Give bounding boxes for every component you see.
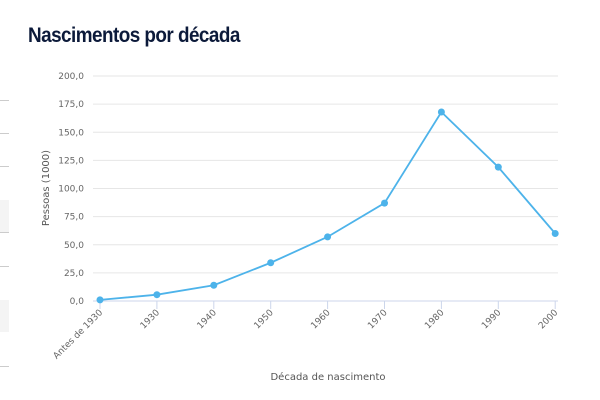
x-tick-label: 1950 (253, 308, 276, 331)
data-point (437, 108, 445, 116)
data-point (324, 233, 332, 241)
x-tick-label: 1940 (196, 308, 219, 331)
x-tick-label: 1970 (366, 308, 389, 331)
y-tick-label: 125,0 (58, 156, 84, 166)
chart-title: Nascimentos por década (28, 24, 240, 47)
x-tick-label: Antes de 1930 (52, 308, 106, 362)
x-tick-label: 1930 (139, 308, 162, 331)
data-point (494, 163, 502, 171)
series-line (99, 110, 556, 301)
data-point (96, 296, 104, 304)
x-tick-label: 2000 (537, 308, 560, 331)
data-point (153, 291, 161, 299)
y-tick-label: 175,0 (58, 100, 84, 110)
x-tick-label: 1960 (309, 308, 332, 331)
data-point (551, 230, 559, 237)
y-tick-label: 75,0 (64, 213, 84, 223)
y-tick-label: 0,0 (70, 297, 85, 307)
data-point (267, 259, 275, 267)
y-tick-label: 150,0 (58, 128, 84, 138)
y-tick-label: 25,0 (64, 269, 84, 279)
data-point (210, 281, 218, 289)
x-tick-label: 1980 (423, 308, 446, 331)
x-tick-label: 1990 (480, 308, 503, 331)
y-tick-label: 100,0 (58, 185, 84, 195)
y-tick-label: 200,0 (58, 72, 84, 82)
y-tick-label: 50,0 (64, 241, 84, 251)
data-point (381, 199, 388, 207)
y-axis-label: Pessoas (1000) (41, 150, 52, 226)
x-axis-label: Década de nascimento (270, 371, 385, 383)
